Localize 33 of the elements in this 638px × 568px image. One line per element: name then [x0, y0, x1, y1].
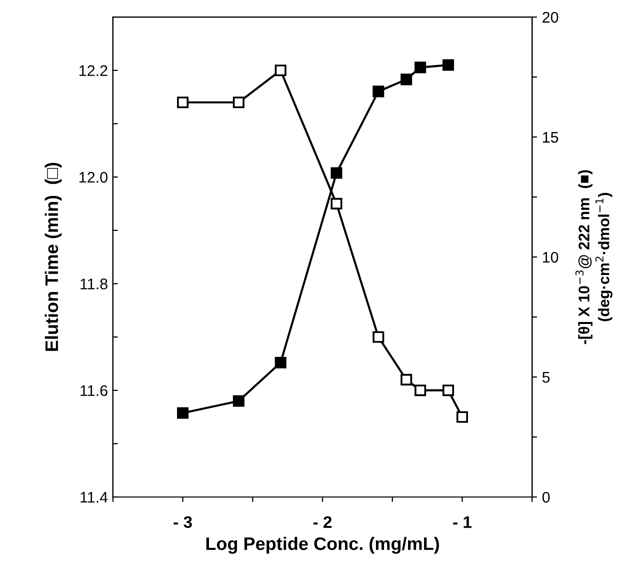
y-axis-title: Elution Time (min) (□) [44, 162, 62, 351]
point [330, 198, 342, 210]
point [232, 96, 244, 108]
y2-axis-title: -[θ] X 10$^{−3}$@ 222 nm (■) (deg·cm$^{2}$·dmol$^{−1}$) [575, 170, 612, 344]
point [330, 167, 342, 179]
point [177, 407, 189, 419]
y-tick-label: 11.6 [80, 385, 108, 396]
y-tick-label: 12.2 [80, 65, 108, 76]
point [414, 62, 426, 74]
point [400, 374, 412, 386]
point [442, 59, 454, 71]
y2-tick-label: 0 [542, 492, 550, 503]
point [456, 411, 468, 423]
point [274, 64, 286, 76]
point [274, 356, 286, 368]
y-tick-label: 11.4 [80, 492, 108, 503]
point [372, 86, 384, 98]
point [414, 384, 426, 396]
point [442, 384, 454, 396]
point [372, 331, 384, 343]
y-tick-label: 11.8 [80, 278, 108, 290]
point [177, 96, 189, 108]
x-tick-label: - 1 [453, 516, 472, 528]
y2-tick-label: 5 [542, 372, 550, 383]
x-tick-label: - 2 [313, 516, 332, 528]
x-tick-label: - 3 [174, 516, 192, 528]
x-axis-title: Log Peptide Conc. (mg/mL) [206, 536, 439, 554]
y2-tick-label: 15 [542, 132, 558, 143]
point [232, 395, 244, 407]
point [400, 74, 412, 86]
y2-tick-label: 20 [542, 12, 558, 23]
y2-tick-label: 10 [542, 252, 558, 263]
y-tick-label: 12.0 [80, 172, 108, 183]
